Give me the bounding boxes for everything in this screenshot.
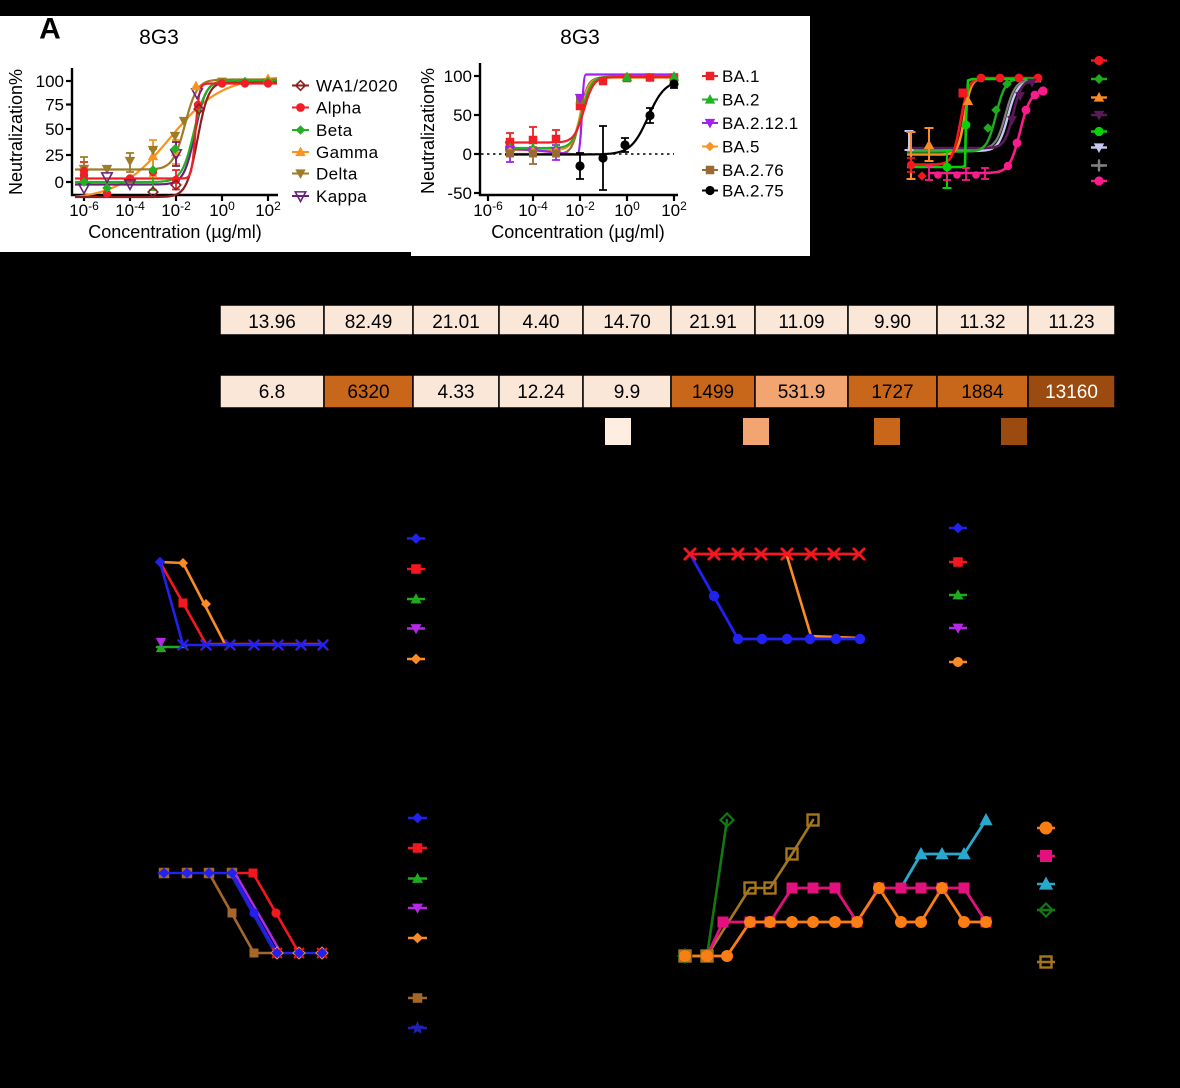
svg-text:BA.2.12.1: BA.2.12.1 (722, 114, 798, 133)
svg-text:BA.2: BA.2 (722, 91, 760, 110)
svg-text:21.01: 21.01 (432, 312, 480, 333)
svg-text:14.70: 14.70 (603, 312, 651, 333)
svg-text:12.24: 12.24 (517, 382, 565, 403)
svg-text:Delta: Delta (316, 165, 358, 184)
svg-text:Alpha: Alpha (316, 99, 362, 118)
svg-text:531.9: 531.9 (778, 382, 826, 403)
svg-text:-50: -50 (447, 184, 472, 203)
svg-text:0: 0 (55, 173, 64, 192)
svg-text:WA1/2020: WA1/2020 (316, 77, 398, 96)
svg-text:13160: 13160 (1045, 382, 1098, 403)
svg-text:Concentration (µg/ml): Concentration (µg/ml) (88, 222, 261, 242)
svg-text:BA.2.75: BA.2.75 (722, 182, 784, 201)
svg-text:Gamma: Gamma (316, 143, 379, 162)
svg-text:82.49: 82.49 (345, 312, 393, 333)
svg-text:Concentration (µg/ml): Concentration (µg/ml) (491, 222, 664, 242)
svg-text:11.32: 11.32 (959, 312, 1005, 333)
svg-text:1499: 1499 (692, 382, 734, 403)
svg-text:BA.5: BA.5 (722, 138, 760, 157)
svg-text:Neutralization%: Neutralization% (6, 69, 26, 195)
svg-text:8G3: 8G3 (139, 26, 179, 49)
svg-text:21.91: 21.91 (689, 312, 737, 333)
svg-text:4.33: 4.33 (438, 382, 475, 403)
svg-text:11.23: 11.23 (1048, 312, 1094, 333)
svg-text:Beta: Beta (316, 121, 353, 140)
svg-text:Kappa: Kappa (316, 187, 367, 206)
svg-text:BA.1: BA.1 (722, 67, 760, 86)
svg-text:100: 100 (444, 67, 472, 86)
svg-text:50: 50 (453, 106, 472, 125)
svg-text:11.09: 11.09 (778, 312, 824, 333)
svg-text:1727: 1727 (871, 382, 913, 403)
svg-text:6.8: 6.8 (259, 382, 285, 403)
svg-text:100: 100 (36, 72, 64, 91)
svg-text:1884: 1884 (961, 382, 1004, 403)
svg-text:75: 75 (45, 96, 64, 115)
svg-text:A: A (39, 13, 61, 46)
svg-text:25: 25 (45, 146, 64, 165)
svg-text:4.40: 4.40 (523, 312, 560, 333)
svg-text:6320: 6320 (347, 382, 389, 403)
svg-text:9.9: 9.9 (614, 382, 640, 403)
svg-text:Neutralization%: Neutralization% (418, 68, 438, 194)
svg-text:13.96: 13.96 (248, 312, 296, 333)
svg-text:50: 50 (45, 120, 64, 139)
svg-text:BA.2.76: BA.2.76 (722, 161, 784, 180)
svg-text:0: 0 (463, 145, 472, 164)
svg-text:8G3: 8G3 (560, 26, 600, 49)
svg-text:9.90: 9.90 (874, 312, 911, 333)
